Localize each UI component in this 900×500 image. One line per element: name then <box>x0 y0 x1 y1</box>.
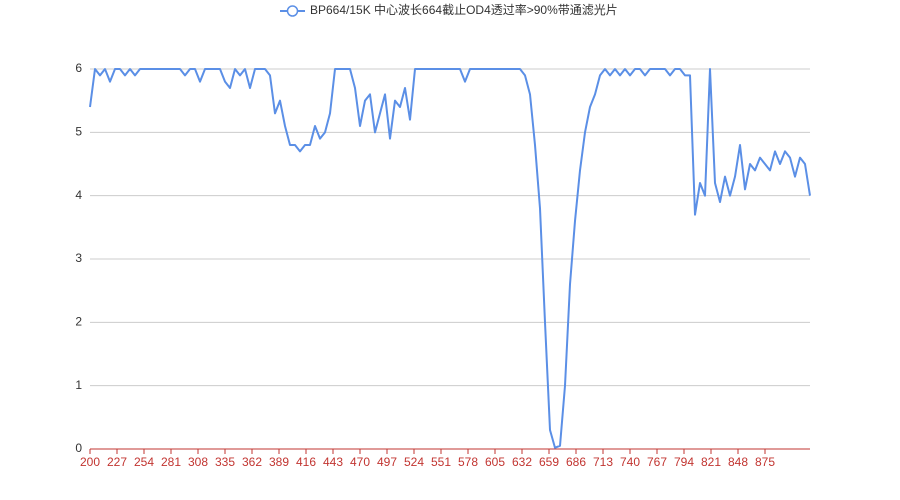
legend-symbol <box>286 5 299 17</box>
y-tick-label: 0 <box>75 441 82 455</box>
x-tick-label: 848 <box>728 455 748 469</box>
x-tick-label: 308 <box>188 455 208 469</box>
x-tick-label: 686 <box>566 455 586 469</box>
x-tick-label: 767 <box>647 455 667 469</box>
x-tick-label: 605 <box>485 455 505 469</box>
y-tick-label: 5 <box>75 125 82 139</box>
x-tick-label: 335 <box>215 455 235 469</box>
y-tick-label: 2 <box>75 315 82 329</box>
y-tick-label: 3 <box>75 251 82 265</box>
x-tick-label: 632 <box>512 455 532 469</box>
x-tick-label: 443 <box>323 455 343 469</box>
y-tick-label: 1 <box>75 378 82 392</box>
x-tick-label: 254 <box>134 455 154 469</box>
x-tick-label: 578 <box>458 455 478 469</box>
series-line <box>89 68 811 449</box>
legend-label: BP664/15K 中心波长664截止OD4透过率>90%带通滤光片 <box>310 2 618 17</box>
x-tick-label: 794 <box>674 455 694 469</box>
x-tick-label: 497 <box>377 455 397 469</box>
x-tick-label: 362 <box>242 455 262 469</box>
y-tick-label: 4 <box>75 188 82 202</box>
x-tick-label: 227 <box>107 455 127 469</box>
x-tick-label: 551 <box>431 455 451 469</box>
y-tick-label: 6 <box>75 61 82 75</box>
x-tick-label: 740 <box>620 455 640 469</box>
x-tick-label: 416 <box>296 455 316 469</box>
x-tick-label: 200 <box>80 455 100 469</box>
x-tick-label: 875 <box>755 455 775 469</box>
x-tick-label: 281 <box>161 455 181 469</box>
x-tick-label: 389 <box>269 455 289 469</box>
x-tick-label: 470 <box>350 455 370 469</box>
x-tick-label: 659 <box>539 455 559 469</box>
x-tick-label: 713 <box>593 455 613 469</box>
x-tick-label: 821 <box>701 455 721 469</box>
x-tick-label: 524 <box>404 455 424 469</box>
